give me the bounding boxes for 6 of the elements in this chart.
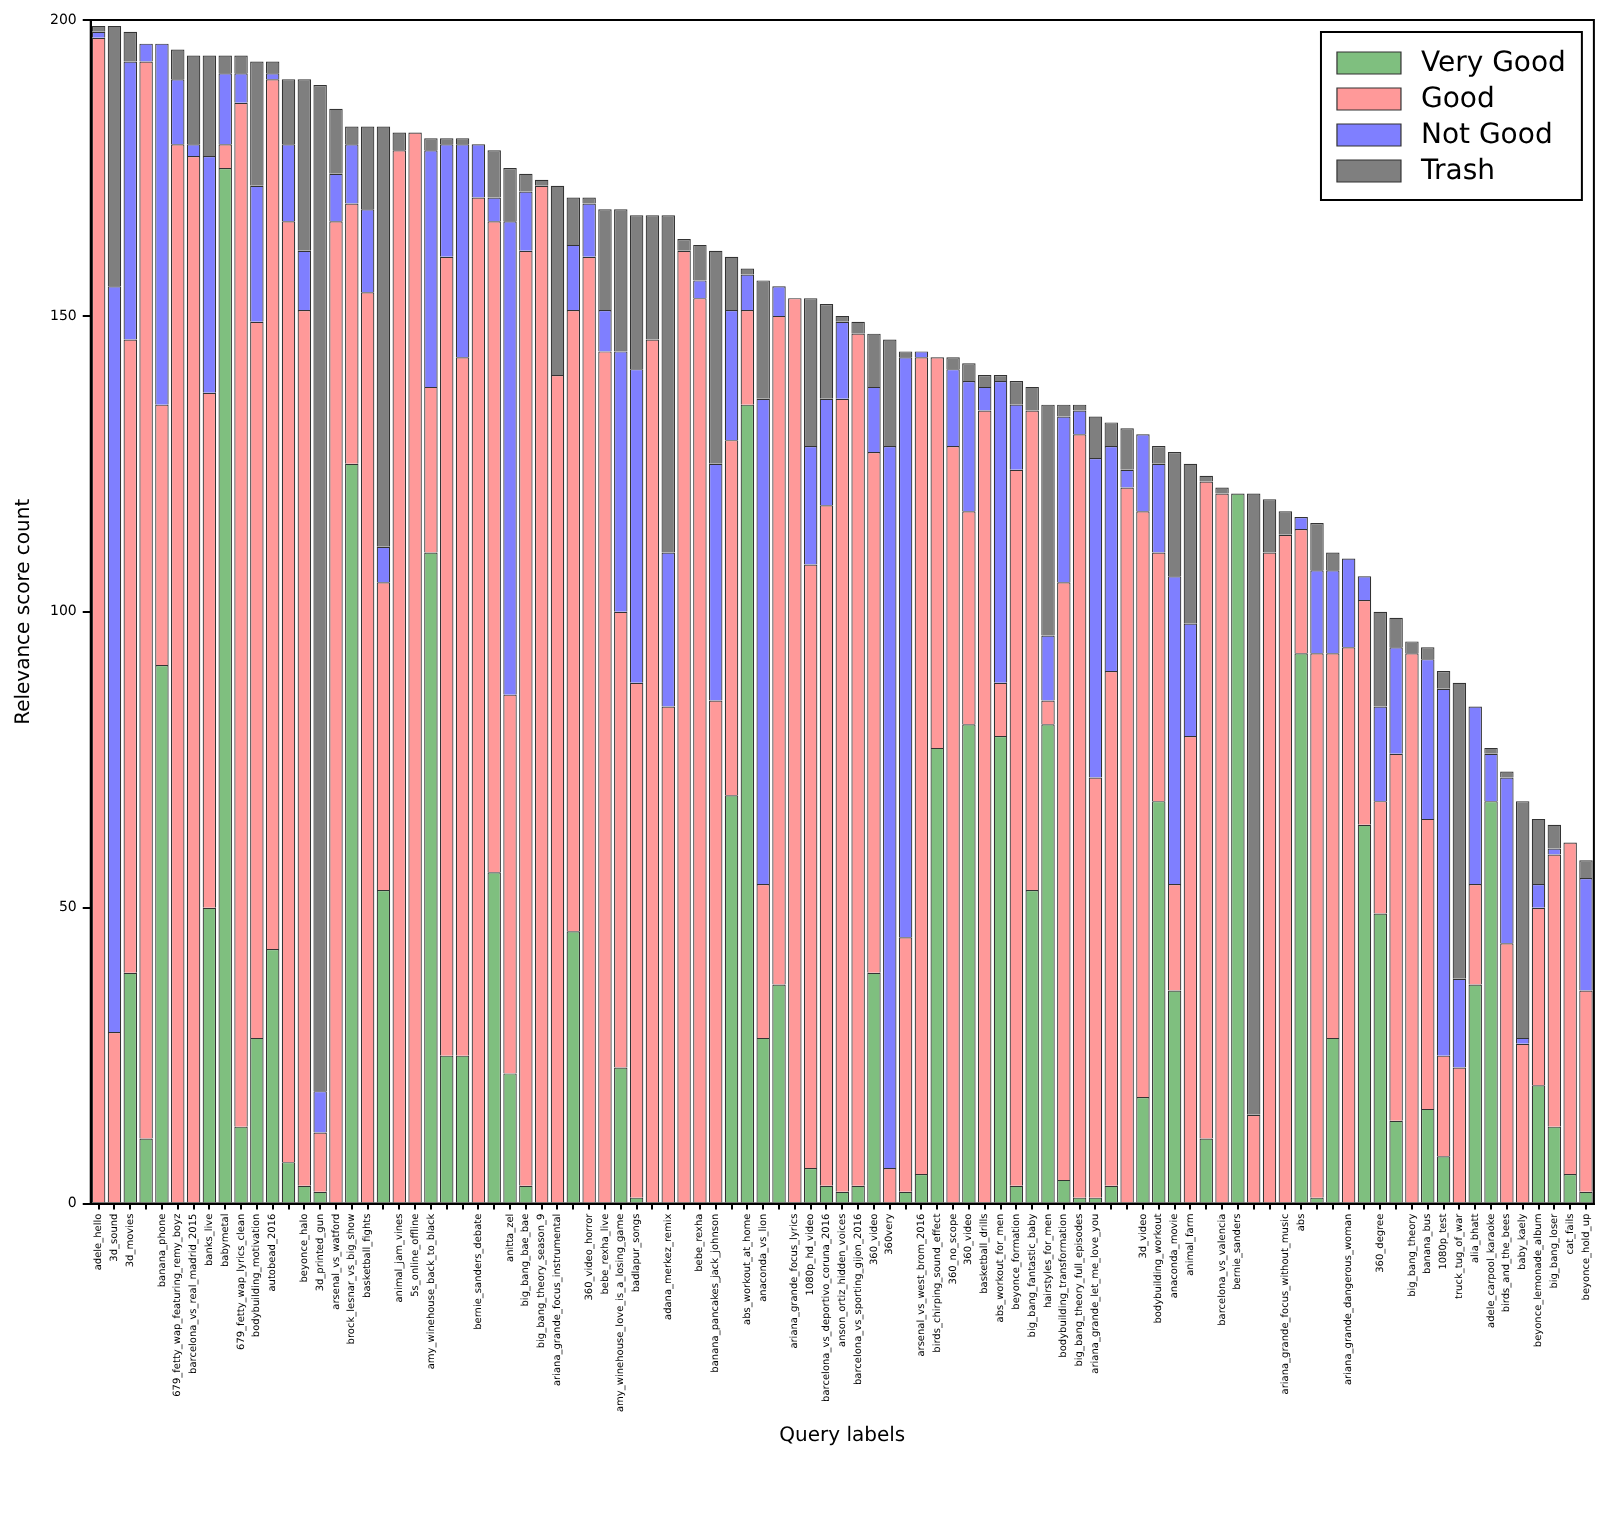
y-axis-title: Relevance score count — [13, 498, 36, 725]
legend-label: Not Good — [1420, 119, 1553, 152]
legend-label: Good — [1420, 83, 1495, 116]
x-axis-title: Query labels — [779, 1425, 906, 1448]
legend-label: Trash — [1418, 155, 1495, 188]
legend-label: Very Good — [1420, 47, 1566, 80]
